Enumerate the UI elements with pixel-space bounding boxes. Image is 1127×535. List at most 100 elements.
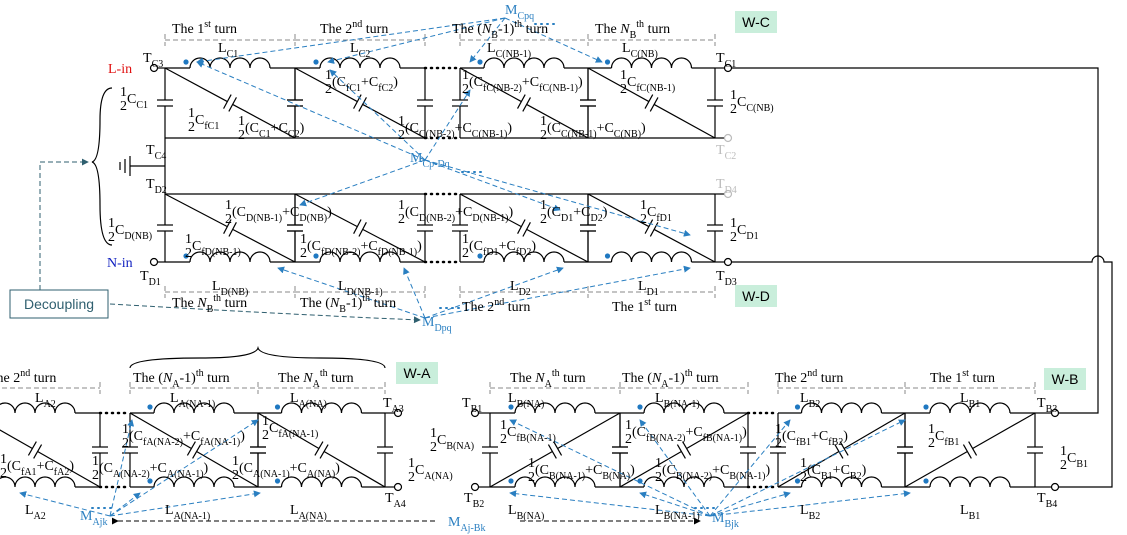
inductor-label-part: A(NA-1) bbox=[179, 399, 216, 410]
polarity-dot bbox=[477, 59, 482, 64]
capacitor-label-part: 2 bbox=[928, 436, 935, 451]
capacitor-label-part: D2 bbox=[590, 213, 602, 224]
capacitor-plate bbox=[548, 445, 556, 459]
capacitor-label-part: +C bbox=[183, 429, 200, 444]
turn-label: The 2nd turn bbox=[0, 368, 56, 386]
capacitor-label-part: C(NB-1) bbox=[561, 129, 597, 140]
capacitor-label-part: 2 bbox=[462, 82, 469, 97]
capacitor-label-part: 1 bbox=[188, 106, 195, 121]
capacitor-label-part: (C bbox=[405, 121, 419, 136]
inductor-coil bbox=[930, 477, 1010, 487]
capacitor-label-part: 1 bbox=[625, 418, 632, 433]
capacitor-label-part: ) bbox=[742, 425, 747, 440]
turn-label: The NAth turn bbox=[278, 368, 354, 390]
capacitor-label-part: (C bbox=[307, 239, 321, 254]
inductor-label-part: B(NA) bbox=[517, 511, 545, 522]
turn-label-part: N bbox=[329, 296, 340, 311]
coupling-arrow bbox=[300, 160, 425, 205]
mutual-label: MBjk bbox=[712, 511, 739, 530]
turn-label-part: nd bbox=[20, 368, 30, 379]
capacitor-label-part: C bbox=[627, 75, 636, 90]
terminal bbox=[395, 484, 402, 491]
capacitor-label-part: 1 bbox=[528, 456, 535, 471]
turn-label-part: nd bbox=[352, 19, 362, 30]
capacitor-label: 12(CC(NB-1)+CC(NB)) bbox=[540, 114, 646, 143]
inductor-label-part: A(NA) bbox=[299, 399, 327, 410]
terminal-label-part: C3 bbox=[152, 59, 164, 70]
capacitor-label-part: ) bbox=[508, 205, 513, 220]
turn-label-part: th bbox=[685, 368, 693, 379]
capacitor-label-part: C bbox=[737, 95, 746, 110]
input-label: N-in bbox=[107, 256, 133, 271]
inductor-label: LD(NB-1) bbox=[338, 279, 383, 298]
capacitor-label-part: (C bbox=[99, 461, 113, 476]
turn-label: The (NB-1)th turn bbox=[452, 19, 548, 41]
wire bbox=[729, 68, 1098, 413]
mutual-label-part: M bbox=[410, 151, 423, 166]
turn-label-part: turn bbox=[817, 371, 843, 386]
capacitor-label-part: 1 bbox=[730, 88, 737, 103]
capacitor-label-part: (C bbox=[239, 461, 253, 476]
capacitor-label-part: 1 bbox=[225, 198, 232, 213]
capacitor-label: 12(CB(NA-2)+CB(NA-1)) bbox=[655, 456, 770, 485]
wire bbox=[844, 413, 905, 448]
polarity-dot bbox=[605, 59, 610, 64]
circuit-diagram: The 1st turnThe 2nd turnThe (NB-1)th tur… bbox=[0, 0, 1127, 535]
capacitor-plate bbox=[645, 95, 653, 109]
inductor-label-part: L bbox=[655, 391, 664, 406]
turn-label-part: turn bbox=[221, 296, 247, 311]
capacitor-label-part: ) bbox=[393, 75, 398, 90]
inductor-label-part: B2 bbox=[809, 511, 821, 522]
capacitor-label-part: 1 bbox=[300, 232, 307, 247]
capacitor-label-part: ) bbox=[641, 121, 646, 136]
capacitor-label-part: ) bbox=[843, 429, 848, 444]
capacitor-label-part: 2 bbox=[640, 212, 647, 227]
capacitor-label-part: B1 bbox=[821, 471, 833, 482]
coupling-arrow bbox=[404, 268, 425, 318]
inductor-label-part: B(NA-1) bbox=[664, 511, 700, 522]
turn-label-part: B bbox=[207, 304, 214, 315]
capacitor-label-part: +C bbox=[282, 205, 299, 220]
capacitor-label-part: C bbox=[1067, 451, 1076, 466]
mutual-label-part: Bjk bbox=[724, 519, 738, 530]
capacitor-label-part: 2 bbox=[120, 99, 127, 114]
turn-label-part: The 1 bbox=[930, 371, 962, 386]
capacitor-label-part: 2 bbox=[408, 470, 415, 485]
capacitor-label-part: +C bbox=[573, 205, 590, 220]
polarity-dot bbox=[147, 404, 152, 409]
capacitor-label-part: B2 bbox=[850, 471, 862, 482]
turn-label: The NBth turn bbox=[595, 19, 670, 41]
turn-label-part: The 2 bbox=[775, 371, 807, 386]
capacitor-label: 12CB1 bbox=[1060, 444, 1088, 473]
turn-label-part: th bbox=[320, 368, 328, 379]
capacitor-label: 12CC1 bbox=[120, 85, 148, 114]
capacitor-label-part: fA2 bbox=[54, 467, 70, 478]
capacitor-label-part: ) bbox=[417, 239, 422, 254]
capacitor-label-part: +C bbox=[833, 463, 850, 478]
inductor-label-part: D2 bbox=[519, 287, 531, 298]
wire bbox=[165, 194, 227, 227]
capacitor-label-part: (C bbox=[7, 459, 21, 474]
turn-label-part: A bbox=[545, 379, 553, 390]
capacitor-label-part: (C bbox=[332, 75, 346, 90]
capacitor-label-part: +C bbox=[290, 461, 307, 476]
polarity-dot bbox=[313, 59, 318, 64]
capacitor-label-part: fD1 bbox=[656, 213, 672, 224]
capacitor-label-part: A(NA-1) bbox=[167, 469, 204, 480]
inductor-label-part: A2 bbox=[44, 399, 56, 410]
capacitor-label-part: ) bbox=[630, 463, 635, 478]
terminal-label-part: B3 bbox=[1046, 404, 1058, 415]
inductor-label-part: L bbox=[290, 391, 299, 406]
capacitor-label: 12CfD1 bbox=[640, 198, 672, 227]
inductor-label-part: B1 bbox=[969, 511, 981, 522]
capacitor-label-part: +C bbox=[597, 121, 614, 136]
capacitor-label: 12CD1 bbox=[730, 216, 759, 245]
inductor-label-part: L bbox=[338, 279, 347, 294]
turn-label-part: The ( bbox=[300, 296, 330, 311]
inductor-label-part: L bbox=[655, 503, 664, 518]
capacitor-label-part: ) bbox=[531, 239, 536, 254]
